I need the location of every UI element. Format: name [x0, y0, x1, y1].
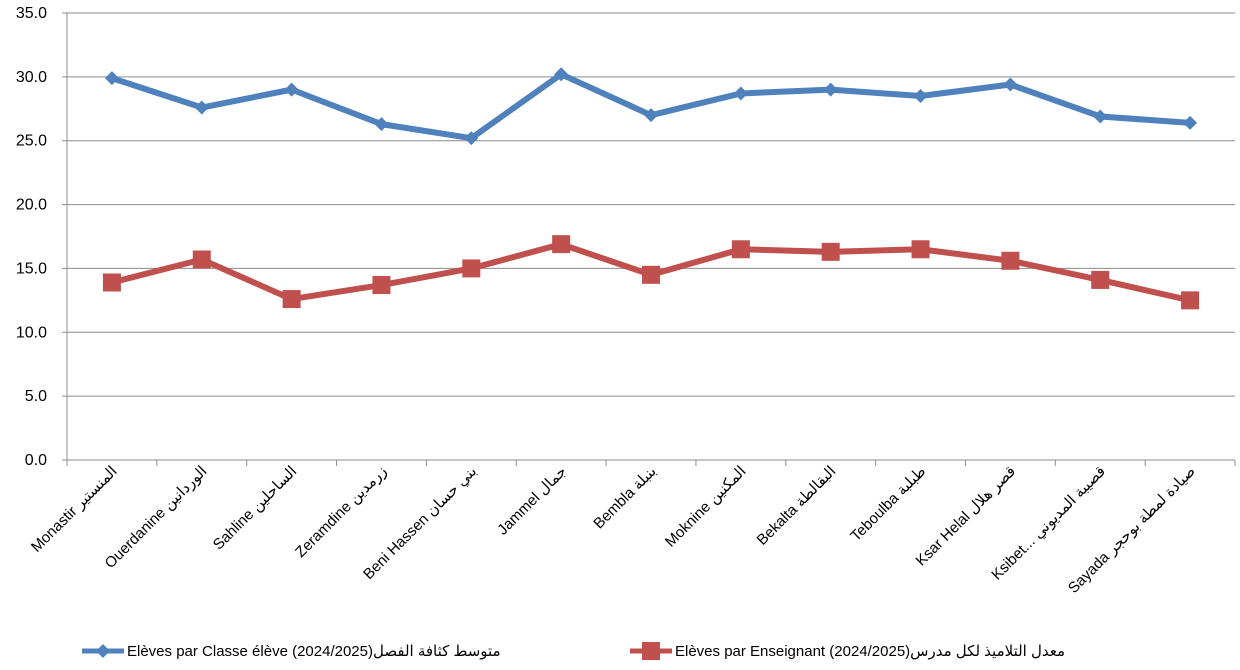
- data-point: [1091, 270, 1110, 289]
- x-tick-label: Sahline الساحلين: [210, 463, 301, 554]
- y-tick-label: 20.0: [16, 197, 47, 214]
- data-point: [642, 265, 660, 284]
- y-axis: 0.0 5.0 10.0 15.0 20.0 25.0 30.0 35.0: [16, 5, 68, 469]
- data-point: [374, 117, 389, 132]
- data-point: [1093, 109, 1108, 124]
- data-point: [464, 131, 479, 146]
- data-point: [282, 290, 301, 309]
- data-point: [821, 242, 840, 261]
- x-tick-label: Zeramdine زرمدين: [292, 463, 390, 561]
- data-point: [823, 82, 838, 97]
- x-tick-label: Bembla بنبلة: [590, 463, 659, 532]
- legend-item: Elèves par Classe élève (2024/2025)متوسط…: [82, 643, 501, 660]
- y-tick-label: 15.0: [16, 260, 47, 277]
- y-tick-label: 30.0: [16, 69, 47, 86]
- data-point: [1181, 291, 1200, 310]
- data-point: [913, 89, 928, 104]
- data-point: [104, 71, 119, 86]
- data-point: [731, 240, 750, 259]
- data-point: [102, 273, 121, 292]
- data-point: [644, 108, 658, 123]
- data-point: [911, 240, 930, 259]
- x-tick-label: Jammel جمال: [494, 463, 570, 539]
- y-tick-label: 5.0: [25, 388, 47, 405]
- data-point: [1003, 77, 1018, 92]
- data-point: [194, 100, 209, 115]
- data-point: [733, 86, 748, 101]
- y-tick-label: 10.0: [16, 324, 47, 341]
- x-tick-label: Ouerdanine الوردانين: [102, 463, 211, 572]
- legend-item: Elèves par Enseignant (2024/2025)معدل ال…: [630, 642, 1065, 660]
- data-point: [284, 82, 299, 97]
- y-tick-label: 0.0: [25, 452, 47, 469]
- x-tick-label: Moknine المكنين: [662, 463, 750, 551]
- x-tick-label: Monastir المنستير: [28, 463, 121, 556]
- data-point: [1001, 251, 1020, 270]
- x-tick-label: Bekalta البقالطة: [754, 463, 840, 549]
- legend-swatch-marker: [96, 644, 110, 658]
- legend-swatch-marker: [642, 642, 660, 660]
- data-point: [372, 276, 391, 295]
- data-point: [552, 235, 571, 254]
- series-layer: [102, 67, 1200, 310]
- x-tick-label: Ksar Helal قصر هلال: [913, 463, 1020, 570]
- legend: Elèves par Classe élève (2024/2025)متوسط…: [82, 642, 1065, 660]
- legend-label: Elèves par Enseignant (2024/2025)معدل ال…: [675, 643, 1065, 660]
- y-tick-label: 25.0: [16, 133, 47, 150]
- data-point: [554, 67, 569, 82]
- series-line: [108, 71, 1194, 142]
- series-2: [102, 235, 1200, 310]
- legend-label: Elèves par Classe élève (2024/2025)متوسط…: [127, 643, 501, 660]
- series-1: [104, 67, 1198, 146]
- data-point: [462, 259, 481, 278]
- data-point: [1183, 115, 1198, 130]
- y-tick-label: 35.0: [16, 5, 47, 22]
- x-tick-label: Teboulba طبلبة: [847, 463, 929, 545]
- data-point: [192, 250, 211, 269]
- gridlines: [67, 12, 1235, 397]
